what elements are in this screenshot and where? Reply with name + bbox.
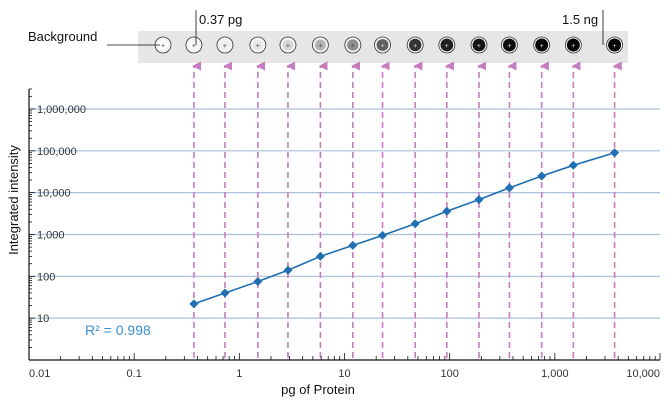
blot-label-start: 0.37 pg bbox=[199, 12, 242, 27]
blot-spot-core bbox=[376, 39, 389, 51]
gridlines bbox=[29, 108, 660, 319]
blot-spot-core bbox=[472, 38, 486, 52]
blot-spot-core bbox=[314, 39, 326, 51]
blot-spot-core bbox=[566, 38, 580, 52]
data-point bbox=[442, 206, 452, 216]
data-point bbox=[189, 299, 199, 309]
data-point bbox=[474, 195, 484, 205]
blot-spot: + bbox=[501, 36, 518, 54]
blot-spot: + bbox=[533, 36, 551, 54]
x-tick-label: 10 bbox=[338, 368, 350, 380]
blot-spot-core bbox=[347, 39, 359, 51]
blot-spot-core bbox=[188, 39, 199, 51]
x-tick-label: 100 bbox=[440, 368, 458, 380]
blot-spot: + bbox=[249, 36, 267, 54]
blot-spot-mark: + bbox=[192, 43, 196, 50]
x-tick-label: 1 bbox=[236, 368, 242, 380]
data-point bbox=[568, 160, 578, 170]
series-line bbox=[193, 151, 615, 305]
y-tick-label: 100,000 bbox=[37, 146, 77, 158]
blot-spot-core bbox=[252, 39, 264, 51]
data-point bbox=[283, 265, 293, 275]
data-point bbox=[253, 277, 263, 287]
x-tick-label: 10,000 bbox=[626, 368, 660, 380]
blot-spot-mark: + bbox=[286, 43, 290, 50]
blot-spot: + bbox=[312, 36, 329, 54]
y-tick-label: 1,000,000 bbox=[37, 104, 86, 116]
blot-spot-core bbox=[502, 38, 516, 52]
y-tick-label: 10 bbox=[37, 313, 49, 325]
blot-spot-mark: + bbox=[380, 43, 384, 50]
y-tick-label: 100 bbox=[37, 271, 55, 283]
blot-spot-mark: + bbox=[445, 43, 449, 50]
data-point bbox=[410, 219, 420, 229]
blot-spot-mark: + bbox=[256, 43, 260, 50]
x-tick-label: 0.01 bbox=[29, 368, 50, 380]
y-tick-label: 1,000 bbox=[37, 229, 65, 241]
blot-spot: + bbox=[279, 36, 297, 54]
blot-spot: + bbox=[564, 36, 582, 54]
y-tick-label: 10,000 bbox=[37, 188, 71, 200]
blot-spot-mark: + bbox=[613, 43, 617, 50]
blot-spot: + bbox=[606, 36, 623, 54]
data-point bbox=[504, 183, 514, 193]
blot-label-end: 1.5 ng bbox=[562, 12, 598, 27]
blot-spot-core bbox=[219, 39, 231, 51]
blot-spot-mark: + bbox=[507, 43, 511, 50]
blot-spot-mark: + bbox=[351, 43, 355, 50]
blot-spot: + bbox=[470, 36, 488, 54]
blot-spots: + + + + + + + + + + + + + + + bbox=[154, 36, 623, 54]
blot-spot-mark: + bbox=[413, 43, 417, 50]
blot-spot-core bbox=[535, 38, 549, 52]
blot-label-background: Background bbox=[28, 29, 97, 44]
blot-spot: + bbox=[406, 36, 424, 54]
blot-spot-mark: + bbox=[223, 43, 227, 50]
blot-spot-mark: + bbox=[318, 43, 322, 50]
blot-spot: + bbox=[438, 36, 456, 54]
blot-spot: + bbox=[216, 36, 234, 54]
x-axis-label: pg of Protein bbox=[281, 382, 355, 397]
data-series bbox=[189, 148, 620, 309]
blot-spot-core bbox=[282, 39, 294, 51]
x-tick-label: 0.1 bbox=[127, 368, 142, 380]
blot-spot-core bbox=[440, 38, 454, 52]
data-point bbox=[537, 171, 547, 181]
blot-spot-core bbox=[408, 38, 422, 52]
blot-spot-core bbox=[608, 38, 622, 52]
data-point bbox=[315, 251, 325, 261]
data-point bbox=[610, 148, 620, 158]
blot-spot: + bbox=[344, 36, 362, 54]
data-point bbox=[378, 230, 388, 240]
blot-spot-mark: + bbox=[161, 43, 165, 50]
arrows bbox=[192, 61, 622, 358]
axes: 10 100 1,000 10,000 100,000 1,000,000 0.01 0.1 1… bbox=[28, 88, 661, 380]
data-point bbox=[220, 288, 230, 298]
blot-spot-core bbox=[158, 40, 168, 50]
blot-spot-mark: + bbox=[477, 43, 481, 50]
r-squared-annotation: R² = 0.998 bbox=[85, 322, 151, 338]
data-point bbox=[348, 240, 358, 250]
blot-spot: + bbox=[185, 36, 203, 54]
x-tick-label: 1,000 bbox=[541, 368, 569, 380]
blot-spot: + bbox=[374, 36, 391, 54]
blot-spot-mark: + bbox=[571, 43, 575, 50]
blot-spot-mark: + bbox=[540, 43, 544, 50]
y-axis-label: Integrated intensity bbox=[6, 145, 21, 255]
